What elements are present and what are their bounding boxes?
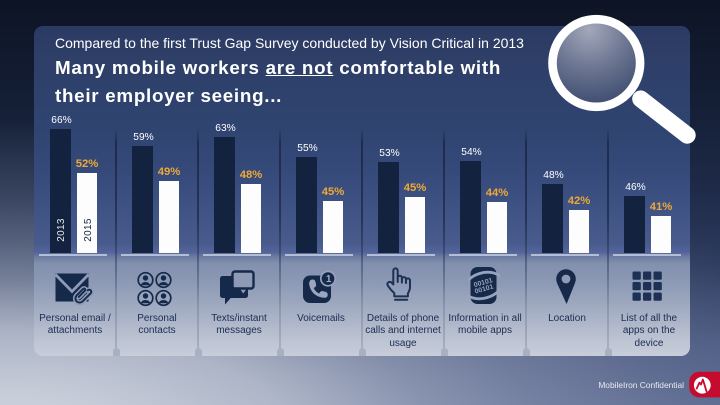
svg-text:1: 1 xyxy=(326,274,332,285)
